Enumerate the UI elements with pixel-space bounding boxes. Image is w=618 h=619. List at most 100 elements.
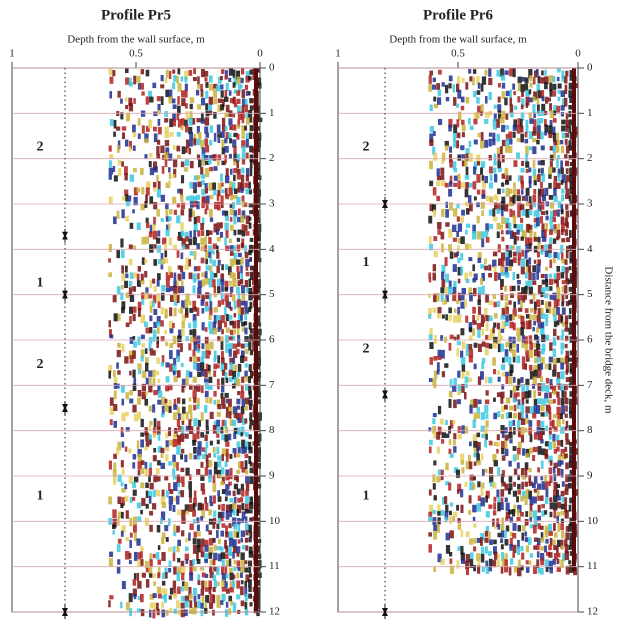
texture-cell — [549, 379, 552, 385]
texture-cell — [548, 524, 552, 532]
texture-cell — [182, 421, 185, 425]
texture-cell — [493, 398, 496, 402]
texture-cell — [165, 209, 168, 217]
texture-cell — [241, 307, 245, 314]
texture-cell — [245, 252, 249, 258]
texture-cell — [553, 258, 556, 263]
texture-cell — [153, 350, 156, 355]
texture-cell — [237, 391, 240, 395]
texture-cell — [170, 588, 174, 595]
texture-cell — [518, 399, 521, 405]
texture-cell — [213, 190, 216, 196]
texture-cell — [234, 560, 237, 565]
texture-cell — [204, 581, 207, 587]
texture-cell — [246, 153, 249, 159]
texture-cell — [137, 581, 141, 589]
texture-cell — [245, 280, 248, 287]
texture-cell — [537, 505, 540, 513]
texture-cell — [429, 378, 433, 382]
texture-cell — [145, 236, 149, 244]
texture-cell — [230, 362, 233, 369]
texture-cell — [538, 237, 541, 243]
texture-cell — [544, 293, 548, 298]
texture-cell — [537, 351, 540, 358]
texture-cell — [521, 482, 524, 490]
texture-cell — [497, 147, 501, 154]
texture-cell — [220, 174, 223, 182]
texture-cell — [236, 134, 239, 140]
texture-cell — [114, 175, 118, 181]
texture-cell — [240, 432, 243, 436]
texture-cell — [154, 166, 158, 172]
texture-cell — [156, 552, 159, 559]
texture-cell — [249, 502, 253, 509]
texture-cell — [200, 432, 204, 437]
texture-cell — [125, 69, 129, 74]
texture-cell — [213, 400, 216, 405]
texture-cell — [485, 400, 489, 405]
texture-cell — [184, 600, 188, 607]
texture-cell — [541, 349, 545, 355]
texture-cell — [145, 138, 149, 143]
texture-cell — [565, 433, 568, 440]
texture-cell — [549, 237, 552, 245]
texture-cell — [146, 218, 149, 223]
texture-cell — [141, 204, 145, 210]
texture-cell — [457, 90, 461, 99]
texture-cell — [433, 567, 436, 572]
texture-cell — [529, 350, 533, 358]
texture-cell — [176, 76, 179, 83]
texture-cell — [526, 103, 529, 108]
texture-cell — [181, 449, 184, 454]
texture-cell — [169, 328, 173, 333]
texture-cell — [221, 467, 224, 474]
texture-cell — [198, 280, 202, 288]
y-tick-label: 6 — [269, 334, 275, 346]
texture-cell — [192, 440, 196, 446]
texture-cell — [113, 132, 116, 137]
texture-cell — [229, 126, 232, 130]
texture-cell — [494, 266, 497, 273]
texture-cell — [137, 440, 140, 448]
texture-cell — [517, 138, 520, 142]
texture-cell — [222, 405, 226, 409]
texture-cell — [142, 237, 146, 245]
texture-cell — [130, 294, 134, 302]
texture-cell — [489, 334, 493, 340]
texture-cell — [206, 524, 209, 531]
texture-cell — [529, 181, 532, 189]
texture-cell — [226, 83, 229, 91]
texture-cell — [197, 349, 200, 353]
texture-cell — [516, 230, 519, 235]
texture-cell — [218, 505, 221, 510]
texture-cell — [558, 174, 561, 182]
texture-cell — [534, 180, 537, 185]
texture-cell — [529, 343, 533, 350]
texture-cell — [216, 595, 220, 601]
texture-cell — [433, 264, 436, 271]
texture-cell — [237, 125, 240, 129]
texture-cell — [480, 278, 483, 285]
texture-cell — [212, 183, 216, 191]
texture-cell — [248, 250, 252, 255]
texture-cell — [465, 426, 468, 433]
texture-cell — [221, 195, 224, 203]
texture-cell — [133, 579, 137, 586]
texture-cell — [249, 364, 252, 372]
texture-cell — [562, 133, 566, 139]
texture-cell — [109, 160, 112, 169]
texture-cell — [465, 82, 468, 89]
texture-cell — [509, 567, 512, 575]
texture-cell — [525, 77, 529, 83]
texture-cell — [438, 356, 442, 360]
texture-cell — [214, 133, 217, 142]
texture-cell — [513, 398, 516, 403]
texture-cell — [208, 371, 211, 375]
texture-cell — [221, 329, 224, 334]
texture-cell — [485, 230, 488, 237]
texture-cell — [189, 594, 192, 600]
texture-cell — [189, 572, 193, 581]
texture-cell — [473, 476, 476, 480]
texture-cell — [108, 272, 112, 277]
texture-cell — [189, 524, 193, 530]
